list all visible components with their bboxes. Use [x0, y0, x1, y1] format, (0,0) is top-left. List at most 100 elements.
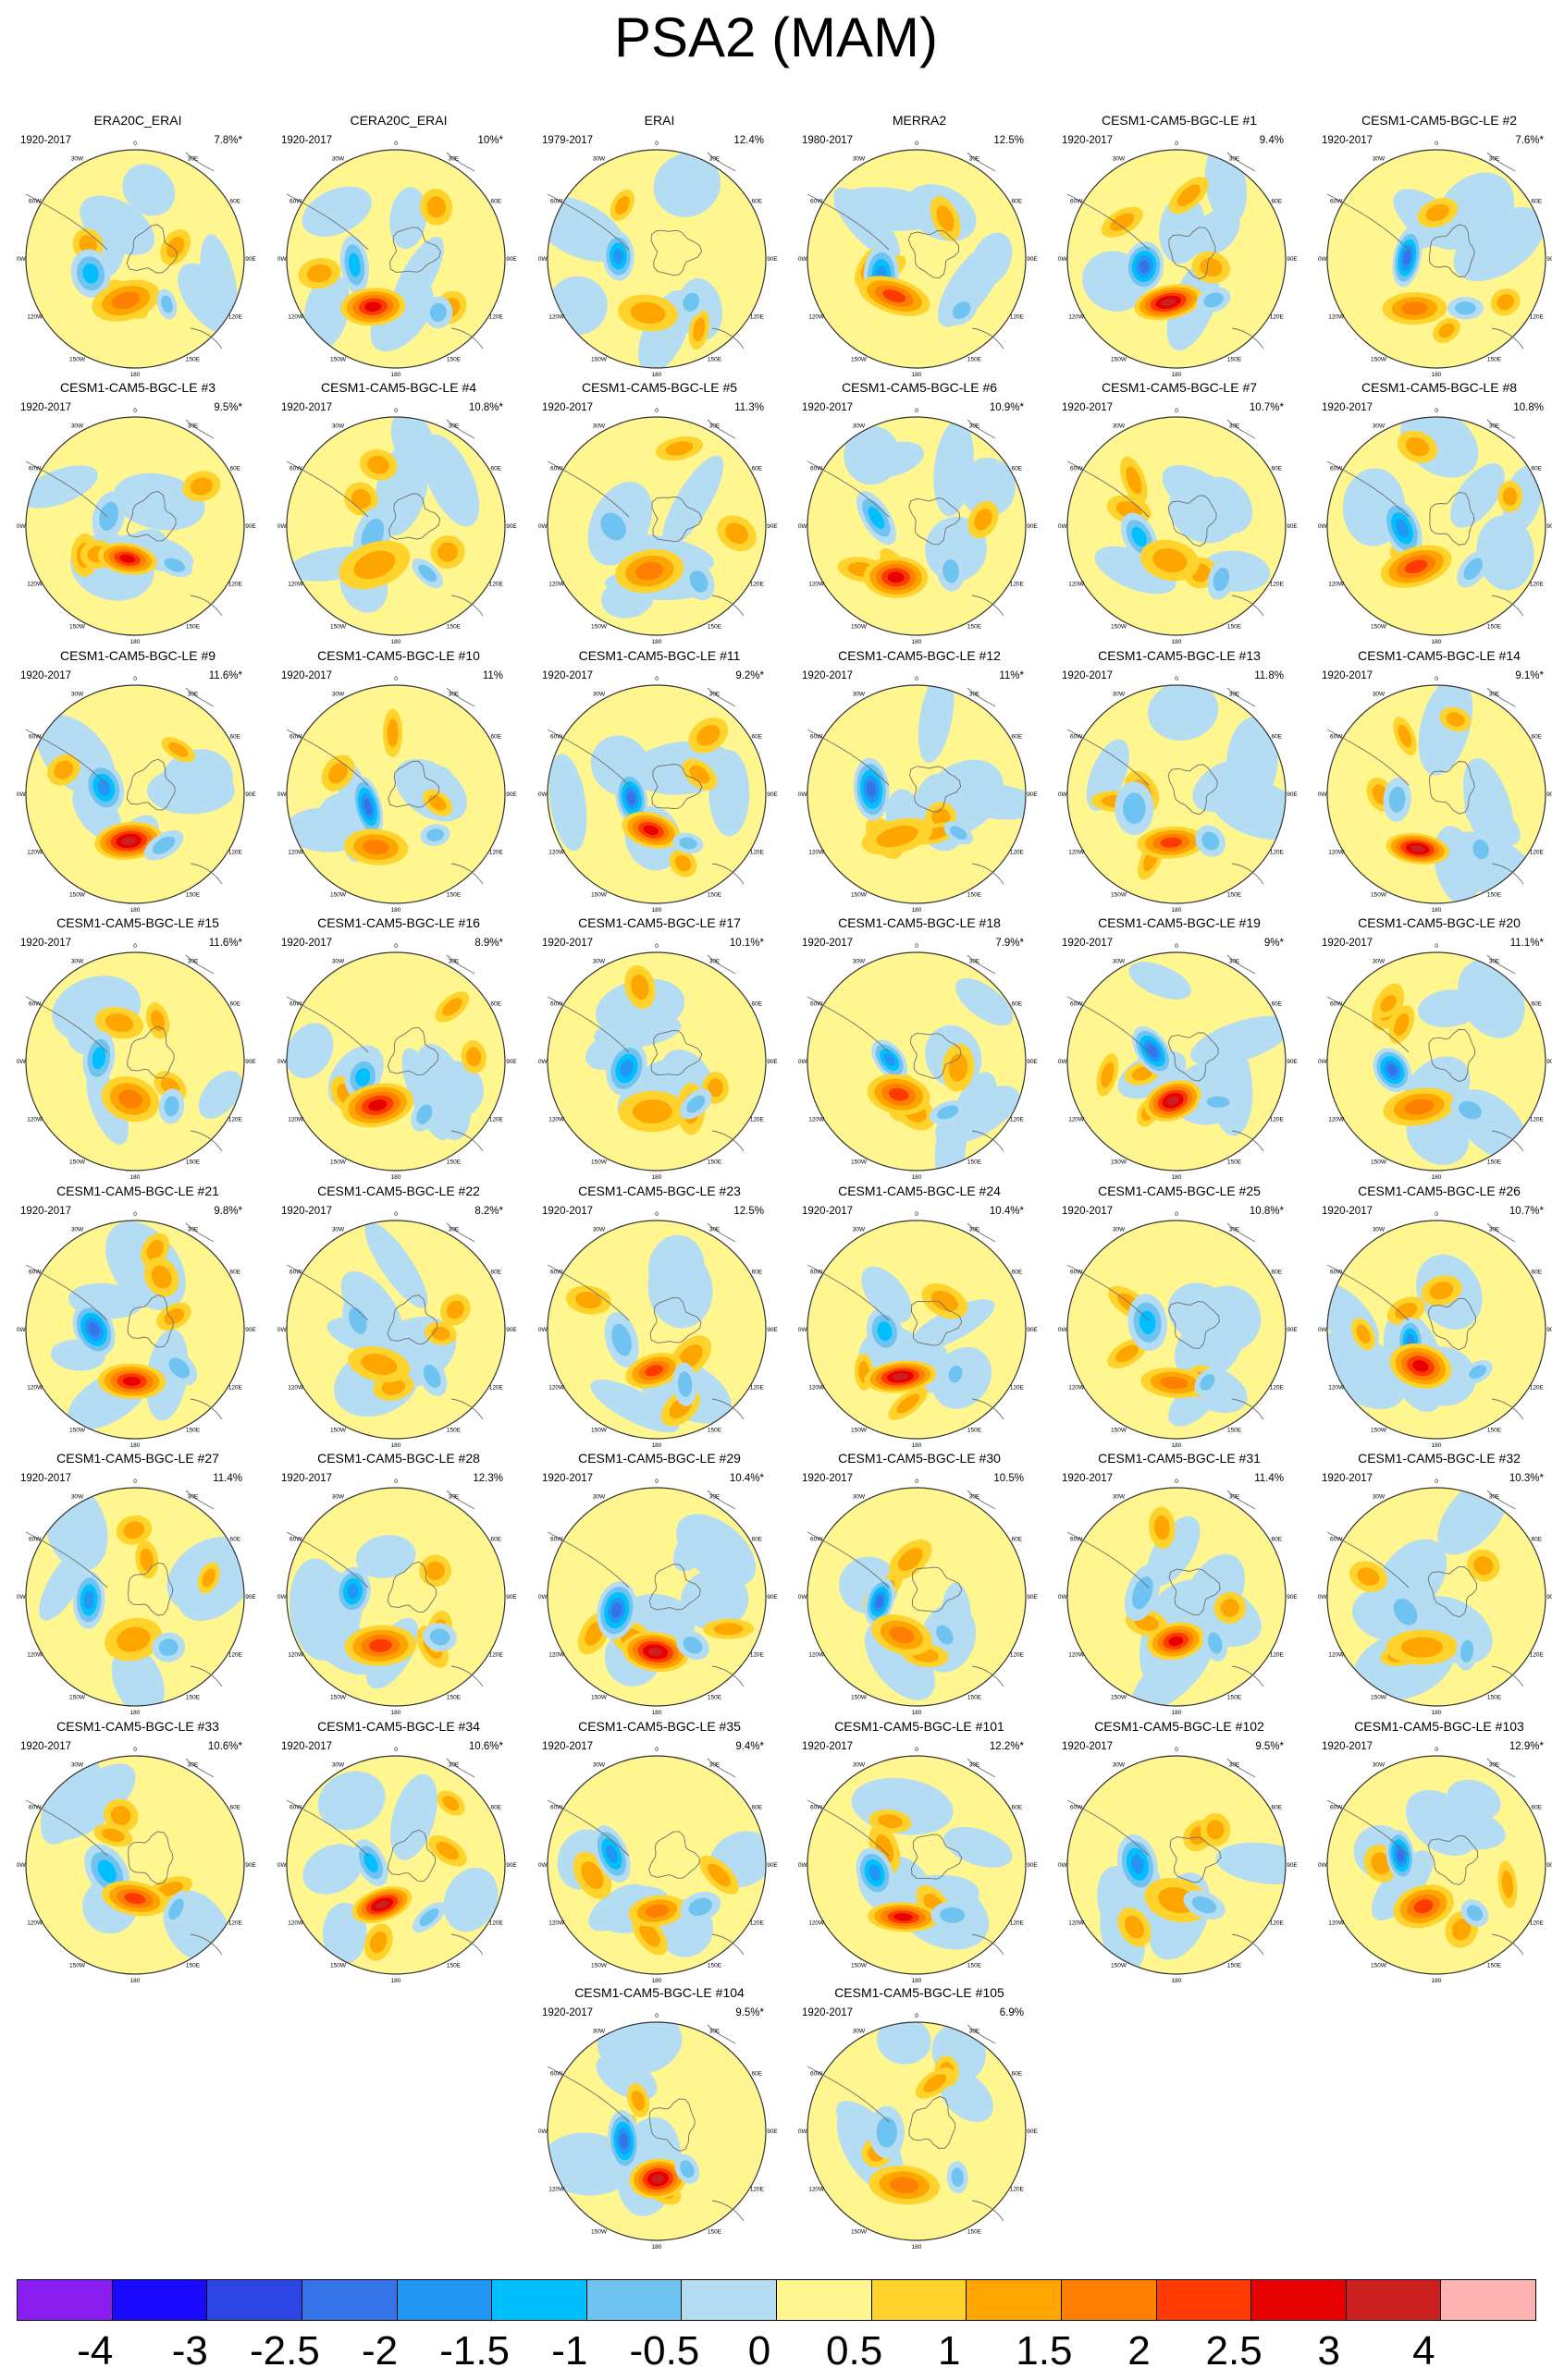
panel-title: CESM1-CAM5-BGC-LE #27 [56, 1451, 219, 1466]
panel-title: MERRA2 [892, 113, 947, 128]
longitude-label: 150W [591, 1962, 608, 1969]
longitude-label: 90W [798, 523, 808, 530]
longitude-label: 120W [288, 582, 304, 588]
polar-stereographic-map: 0 30E 60E 90E 120E 150E 180 150W 120W 90W 60W 30W [1058, 408, 1298, 644]
longitude-label: 180 [1432, 907, 1442, 913]
polar-stereographic-map: 0 30E 60E 90E 120E 150E 180 150W 120W 90W 60W 30W [538, 1747, 778, 1983]
panel-variance-percent: 9.8%* [214, 1206, 242, 1217]
longitude-label: 30E [1489, 156, 1500, 163]
panel-title: CESM1-CAM5-BGC-LE #31 [1098, 1451, 1261, 1466]
longitude-label: 120E [1530, 1117, 1545, 1123]
longitude-label: 90E [1287, 256, 1298, 263]
panel-period: 1920-2017 [542, 1473, 593, 1484]
map-panel: CESM1-CAM5-BGC-LE #21 1920-2017 9.8%* 0 30E 6… [17, 1184, 259, 1448]
colorbar-tick-label: -1.5 [439, 2328, 511, 2374]
longitude-label: 90E [767, 523, 778, 530]
longitude-label: 150E [1487, 1962, 1502, 1969]
panel-variance-percent: 11% [482, 670, 503, 681]
longitude-label: 120W [1068, 1385, 1085, 1392]
colorbar-tick-label: -2.5 [249, 2328, 320, 2374]
longitude-label: 90W [17, 791, 27, 798]
longitude-label: 0 [1175, 1747, 1178, 1753]
longitude-label: 30W [71, 423, 84, 430]
longitude-label: 30E [709, 692, 721, 698]
longitude-label: 90E [245, 1059, 256, 1065]
longitude-label: 150W [1111, 623, 1127, 630]
longitude-label: 150W [330, 356, 347, 362]
panel-variance-percent: 11%* [999, 670, 1024, 681]
longitude-label: 60E [1532, 1270, 1543, 1276]
panel-title: CESM1-CAM5-BGC-LE #6 [841, 380, 998, 395]
longitude-label: 150E [1487, 623, 1502, 630]
longitude-label: 0 [915, 1747, 918, 1753]
longitude-label: 90W [1318, 1594, 1328, 1601]
longitude-label: 90E [245, 523, 256, 530]
longitude-label: 30W [853, 1762, 866, 1769]
colorbar-box [1060, 2279, 1157, 2321]
colorbar-box [111, 2279, 208, 2321]
longitude-label: 150E [186, 356, 201, 362]
panel-title: CESM1-CAM5-BGC-LE #15 [56, 915, 219, 930]
longitude-label: 180 [391, 1442, 401, 1448]
longitude-label: 30E [1489, 692, 1500, 698]
longitude-label: 150W [1371, 1427, 1387, 1433]
panel-title: ERAI [644, 113, 675, 128]
longitude-label: 60E [1532, 1001, 1543, 1008]
map-panel-grid: ERA20C_ERAI 1920-2017 7.8%* 0 30E 60E 90E 120E 1… [17, 113, 1552, 2250]
panel-period: 1920-2017 [1062, 1741, 1113, 1752]
longitude-label: 120W [27, 1920, 43, 1927]
longitude-label: 60E [1012, 466, 1023, 472]
longitude-label: 120W [808, 1117, 825, 1123]
panel-title: CESM1-CAM5-BGC-LE #20 [1358, 915, 1521, 930]
longitude-label: 60E [752, 1001, 763, 1008]
map-panel: CESM1-CAM5-BGC-LE #15 1920-2017 11.6%* 0 30E… [17, 915, 259, 1180]
longitude-label: 90W [798, 1059, 808, 1065]
longitude-label: 60W [810, 1537, 823, 1543]
longitude-label: 90W [1318, 791, 1328, 798]
longitude-label: 60W [29, 199, 42, 205]
longitude-label: 150W [1111, 1694, 1127, 1700]
longitude-label: 0 [655, 943, 659, 950]
longitude-label: 180 [1172, 1978, 1182, 1983]
panel-variance-percent: 11.6%* [208, 938, 242, 949]
longitude-label: 60E [1012, 1270, 1023, 1276]
colorbar [17, 2279, 1536, 2321]
longitude-label: 150E [708, 623, 722, 630]
longitude-label: 90W [17, 523, 27, 530]
panel-period: 1920-2017 [542, 938, 593, 949]
panel-period: 1920-2017 [1322, 402, 1373, 413]
longitude-label: 150E [967, 356, 982, 362]
colorbar-labels: -4 -3 -2.5 -2 -1.5 -1 -0.5 0 0.5 1 1.5 2 2.5 3 4 [17, 2328, 1535, 2374]
panel-period: 1920-2017 [20, 1206, 71, 1217]
longitude-label: 180 [1432, 1174, 1442, 1180]
panel-title: CESM1-CAM5-BGC-LE #4 [320, 380, 477, 395]
longitude-label: 150W [1371, 891, 1387, 898]
longitude-label: 0 [1175, 408, 1178, 414]
panel-variance-percent: 12.9%* [1509, 1741, 1544, 1752]
longitude-label: 120W [808, 1385, 825, 1392]
longitude-label: 180 [912, 1442, 922, 1448]
panel-variance-percent: 10.7%* [1249, 402, 1284, 413]
colorbar-box [1250, 2279, 1347, 2321]
panel-variance-percent: 8.2%* [474, 1206, 503, 1217]
longitude-label: 60W [1070, 734, 1083, 741]
longitude-label: 60W [289, 1270, 302, 1276]
longitude-label: 30W [853, 692, 866, 698]
longitude-label: 120W [1328, 1385, 1345, 1392]
panel-variance-percent: 12.4% [733, 135, 764, 146]
map-panel: CESM1-CAM5-BGC-LE #35 1920-2017 9.4%* 0 30E 6… [538, 1719, 781, 1983]
polar-stereographic-map: 0 30E 60E 90E 120E 150E 180 150W 120W 90W 60W 30W [17, 943, 256, 1180]
longitude-label: 60W [289, 1001, 302, 1008]
longitude-label: 90W [17, 1862, 27, 1869]
longitude-label: 90W [538, 1862, 548, 1869]
polar-stereographic-map: 0 30E 60E 90E 120E 150E 180 150W 120W 90W 60W 30W [798, 676, 1038, 913]
map-panel: CESM1-CAM5-BGC-LE #31 1920-2017 11.4% 0 30E 6… [1058, 1451, 1300, 1715]
polar-stereographic-map: 0 30E 60E 90E 120E 150E 180 150W 120W 90W 60W 30W [277, 141, 517, 377]
longitude-label: 60W [1070, 1270, 1083, 1276]
polar-stereographic-map: 0 30E 60E 90E 120E 150E 180 150W 120W 90W 60W 30W [17, 1747, 256, 1983]
panel-variance-percent: 9.5%* [1255, 1741, 1284, 1752]
longitude-label: 120W [1068, 850, 1085, 856]
longitude-label: 60W [1330, 466, 1343, 472]
panel-period: 1979-2017 [542, 135, 593, 146]
panel-period: 1920-2017 [20, 135, 71, 146]
